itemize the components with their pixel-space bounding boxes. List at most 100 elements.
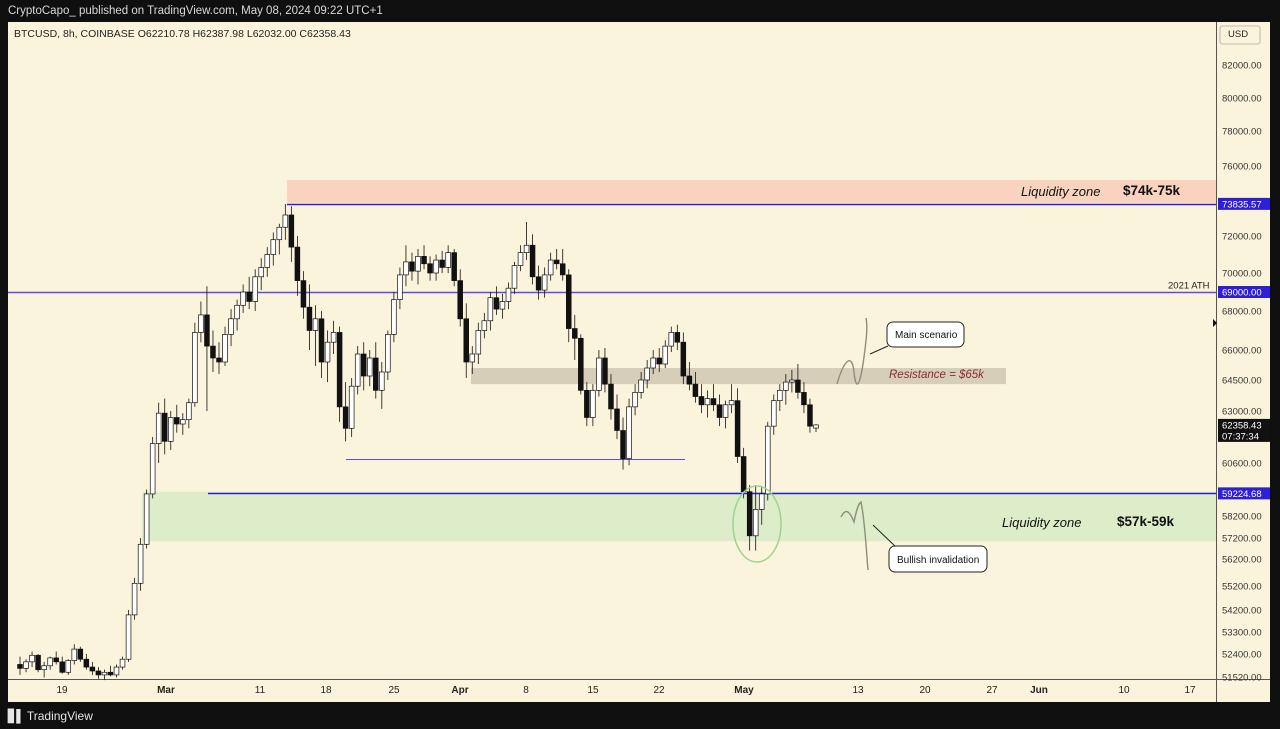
time-tick-label: 13 [852, 685, 864, 696]
candle-body [541, 274, 548, 291]
candle-body [168, 417, 174, 442]
candlestick-chart[interactable]: Liquidity zone $74k-75k Liquidity zone $57k… [8, 22, 1270, 702]
price-tick-label: 54200.00 [1222, 606, 1262, 617]
candle-body [264, 254, 270, 268]
candle-body [155, 412, 162, 444]
candle-body [777, 389, 783, 402]
main-scenario-text: Main scenario [895, 330, 958, 341]
candle-body [270, 239, 277, 255]
candle-body [566, 274, 572, 329]
candle-body [650, 357, 656, 369]
candle-body [608, 383, 614, 410]
candle-body [131, 582, 138, 616]
price-axis[interactable] [1216, 22, 1270, 679]
candle-body [35, 654, 41, 671]
candle-body [572, 328, 578, 339]
candle-body [668, 332, 675, 347]
candle-body [584, 389, 590, 418]
candle-body [529, 244, 536, 278]
price-tick-label: 56200.00 [1222, 555, 1262, 566]
candle-body [795, 379, 801, 393]
candle-body [288, 214, 295, 248]
price-tick-label: 64500.00 [1222, 376, 1262, 387]
candle-body [674, 332, 681, 343]
price-tag [1218, 429, 1270, 442]
candle-body [813, 424, 819, 429]
candle-body [342, 406, 349, 429]
candle-body [638, 379, 644, 393]
candle-body [204, 314, 210, 347]
bullish-invalidation-box[interactable] [888, 545, 988, 573]
candle-body [294, 246, 301, 281]
time-tick-label: Apr [451, 685, 468, 696]
candle-body [107, 671, 114, 676]
candle-body [47, 657, 53, 667]
candle-body [228, 318, 234, 335]
currency-selector[interactable] [1219, 25, 1261, 45]
candle-body [469, 353, 476, 363]
price-tag-text: 62358.43 [1222, 420, 1262, 431]
candle-body [17, 664, 23, 669]
bounce-highlight-circle [732, 485, 782, 563]
candle-body [475, 330, 482, 355]
candle-body [397, 274, 403, 300]
time-tick-label: 15 [587, 685, 599, 696]
price-tick-label: 66000.00 [1222, 346, 1262, 357]
candle-body [258, 267, 264, 278]
candle-body [511, 265, 518, 289]
chart-frame[interactable]: Liquidity zone $74k-75k Liquidity zone $57k… [8, 22, 1270, 702]
candle-body [409, 261, 415, 272]
candle-body [644, 367, 650, 381]
candle-body [807, 404, 813, 427]
time-tick-label: 20 [919, 685, 931, 696]
candle-body [596, 357, 602, 391]
plot-area[interactable] [8, 22, 1216, 679]
publisher-header: CryptoCapo_ published on TradingView.com… [0, 0, 1280, 22]
main-scenario-squiggle [836, 317, 868, 385]
candle-body [216, 357, 222, 363]
tradingview-logo-icon[interactable]: ▋▌ [8, 709, 25, 723]
main-scenario-box[interactable] [886, 321, 965, 348]
invalidation-squiggle [840, 500, 869, 571]
candle-body [300, 280, 307, 308]
candle-body [101, 671, 108, 676]
candle-body [161, 412, 168, 442]
candle-body [547, 259, 554, 276]
upper-zone-range: $74k-75k [1123, 183, 1181, 198]
candle-body [354, 353, 361, 387]
candle-body [324, 341, 331, 363]
candle-body [680, 341, 687, 377]
footer: ▋▌ TradingView [0, 705, 1280, 729]
candle-body [602, 357, 608, 385]
bullish-invalidation-text: Bullish invalidation [897, 555, 979, 566]
candle-body [620, 430, 626, 460]
candle-body [89, 666, 96, 672]
candle-body [765, 425, 771, 495]
upper-zone-label: Liquidity zone [1021, 184, 1101, 199]
candle-body [559, 263, 566, 276]
candle-body [758, 493, 765, 510]
price-tick-label: 78000.00 [1222, 127, 1262, 138]
candle-body [41, 665, 47, 671]
candle-body [499, 301, 506, 310]
time-tick-label: 25 [388, 685, 400, 696]
candle-body [710, 398, 717, 406]
price-tag-text: 73835.57 [1222, 199, 1262, 210]
price-tick-label: 60600.00 [1222, 459, 1262, 470]
candle-body [336, 332, 343, 408]
brand-name[interactable]: TradingView [26, 709, 93, 723]
publisher-line: CryptoCapo_ published on TradingView.com… [8, 5, 383, 17]
candle-body [590, 389, 596, 418]
candle-body [276, 226, 283, 241]
candle-body [415, 256, 421, 272]
candle-body [752, 509, 759, 537]
symbol-ohlc-legend: BTCUSD, 8h, COINBASE O62210.78 H62387.98… [14, 28, 351, 40]
candle-body [65, 660, 71, 673]
candle-body [77, 648, 84, 660]
time-tick-label: Jun [1030, 685, 1048, 696]
candle-body [198, 314, 204, 333]
price-tag-text: 59224.68 [1222, 489, 1262, 500]
candle-body [367, 357, 373, 377]
candle-body [149, 443, 156, 495]
candle-body [463, 318, 469, 363]
